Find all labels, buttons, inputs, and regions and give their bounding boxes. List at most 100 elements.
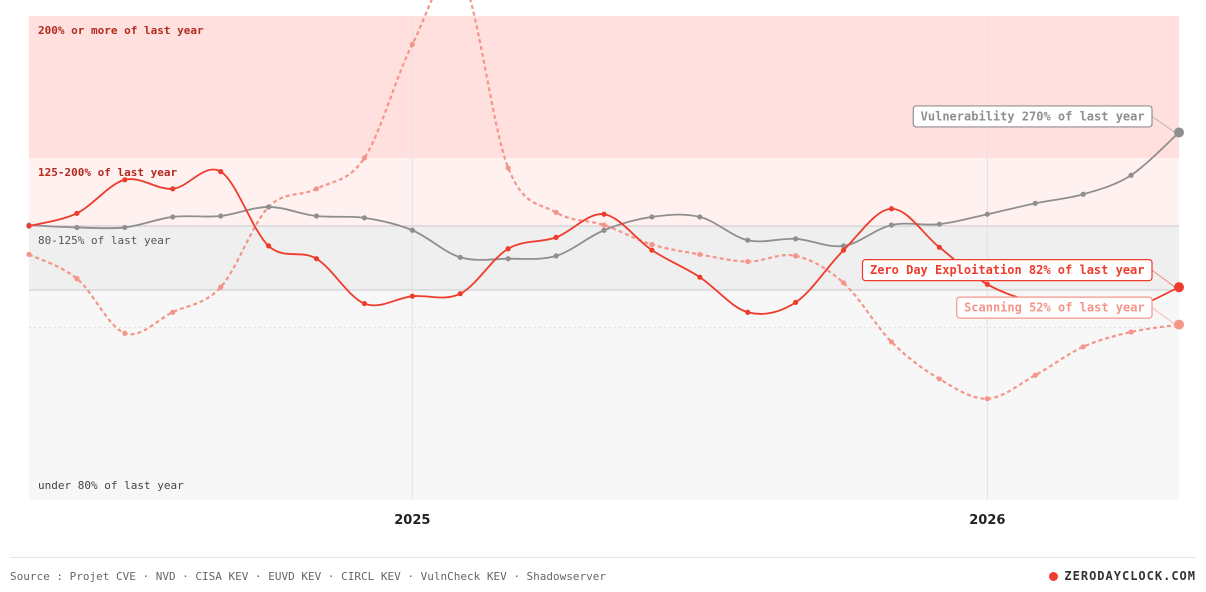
data-point[interactable] [122,224,128,231]
callout-label: Vulnerability 270% of last year [921,109,1145,123]
data-point[interactable] [409,293,415,299]
data-point[interactable] [218,284,224,290]
callout-2: Vulnerability 270% of last year [912,105,1176,133]
data-point[interactable] [505,165,511,171]
data-point[interactable] [457,291,463,297]
callout-box [956,296,1153,319]
data-point[interactable] [553,253,559,259]
series-callouts: Scanning 52% of last year Vulnerability 2… [861,105,1176,325]
data-point[interactable] [26,223,32,229]
data-point[interactable] [26,251,32,258]
x-tick-label: 2025 [394,513,430,528]
band-3 [29,290,1179,500]
data-point[interactable] [265,204,272,210]
data-point[interactable] [984,396,990,402]
chart: 200% or more of last year 125-200% of las… [26,0,1184,528]
data-point[interactable] [505,256,511,262]
data-point[interactable] [888,222,895,228]
footer-brand[interactable]: ZERODAYCLOCK.COM [1049,569,1196,583]
footer-source: Source : Projet CVE · NVD · CISA KEV · E… [10,570,607,583]
data-point[interactable] [409,227,415,233]
data-point[interactable] [840,280,847,286]
data-point[interactable] [1032,372,1038,378]
data-point[interactable] [793,236,799,242]
data-point[interactable] [457,254,463,260]
data-point[interactable] [697,251,703,258]
series-2 [26,127,1184,262]
data-point[interactable] [122,177,128,183]
data-point[interactable] [601,211,607,217]
band-label: 125-200% of last year [38,166,177,179]
data-point[interactable] [218,169,224,175]
series-0 [26,0,1184,402]
data-point[interactable] [265,243,272,249]
callout-leader [1151,269,1176,288]
brand-dot-icon [1049,571,1059,581]
data-point[interactable] [1080,191,1086,197]
data-point[interactable] [74,276,80,282]
data-point[interactable] [936,221,943,227]
data-point[interactable] [553,209,559,215]
data-point[interactable] [984,211,990,217]
series-end-point[interactable] [1174,282,1184,293]
callout-label: Zero Day Exploitation 82% of last year [870,263,1145,277]
data-point[interactable] [1128,172,1134,178]
data-point[interactable] [793,299,799,305]
data-point[interactable] [170,309,176,315]
data-point[interactable] [840,247,847,253]
data-point[interactable] [888,206,895,212]
data-point[interactable] [1080,344,1086,350]
data-point[interactable] [1128,329,1134,335]
callout-box [861,259,1153,282]
data-point[interactable] [361,215,368,221]
data-point[interactable] [649,214,655,220]
data-point[interactable] [74,224,80,231]
data-point[interactable] [984,281,990,287]
data-point[interactable] [840,243,847,249]
data-point[interactable] [1032,200,1038,206]
data-point[interactable] [74,210,80,216]
data-point[interactable] [313,256,320,262]
data-point[interactable] [936,244,943,250]
series-lines [26,0,1184,402]
data-point[interactable] [697,214,703,220]
data-point[interactable] [361,155,368,161]
series-end-point[interactable] [1174,127,1184,138]
data-point[interactable] [505,246,511,252]
data-point[interactable] [745,237,751,243]
data-point[interactable] [649,247,655,253]
value-bands: 200% or more of last year 125-200% of las… [29,16,1179,500]
data-point[interactable] [122,330,128,336]
data-point[interactable] [601,222,607,228]
callout-box [912,105,1153,128]
data-point[interactable] [218,213,224,219]
data-point[interactable] [409,41,415,48]
band-label: under 80% of last year [38,479,184,492]
data-point[interactable] [649,241,655,248]
callout-leader [1151,307,1176,325]
series-end-point[interactable] [1174,319,1184,330]
series-line [28,0,1180,400]
callout-label: Scanning 52% of last year [964,301,1145,315]
band-label: 80-125% of last year [38,234,171,247]
x-axis-ticks: 2025 2026 [394,513,1005,528]
callout-0: Scanning 52% of last year [956,296,1176,325]
data-point[interactable] [793,253,799,259]
data-point[interactable] [313,186,320,192]
callout-leader [1151,116,1176,133]
data-point[interactable] [170,214,176,220]
footer-divider [10,557,1196,558]
band-0 [29,16,1179,158]
data-point[interactable] [601,227,607,233]
data-point[interactable] [745,258,751,265]
data-point[interactable] [745,309,751,315]
data-point[interactable] [170,186,176,192]
data-point[interactable] [697,274,703,280]
data-point[interactable] [553,234,559,240]
data-point[interactable] [888,339,895,345]
callout-1: Zero Day Exploitation 82% of last year [861,259,1176,288]
data-point[interactable] [361,300,368,307]
data-point[interactable] [936,376,943,382]
data-point[interactable] [313,213,320,219]
x-tick-label: 2026 [969,513,1005,528]
